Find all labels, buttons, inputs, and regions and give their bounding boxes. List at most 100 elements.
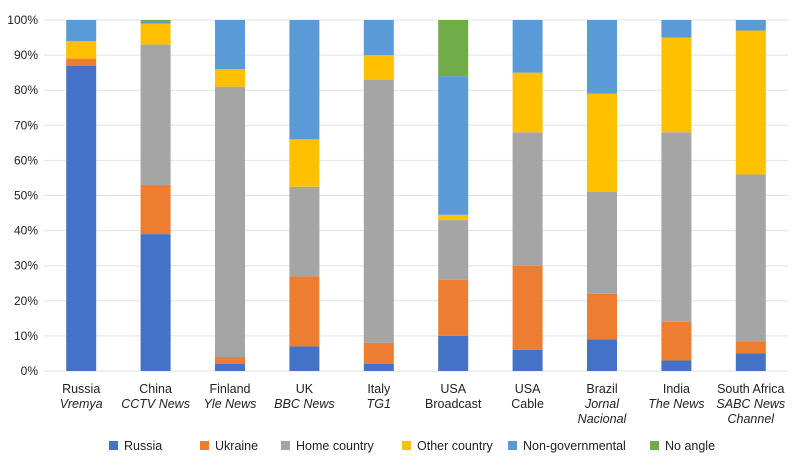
x-category-label: China — [139, 382, 172, 396]
bar-segment-home-country — [215, 86, 245, 357]
bar-segment-other-country — [512, 72, 543, 133]
bar-segment-ukraine — [66, 58, 97, 66]
bar-segment-russia — [363, 363, 394, 371]
x-category-label: UK — [296, 382, 314, 396]
legend-label: Non-governmental — [523, 439, 626, 453]
bar-segment-non-governmental — [140, 21, 171, 24]
bar-segment-other-country — [438, 214, 469, 221]
y-tick-label: 70% — [14, 118, 38, 132]
bar-segment-non-governmental — [587, 20, 617, 94]
bar-segment-ukraine — [587, 293, 617, 340]
x-category-label: Vremya — [60, 397, 103, 411]
bar-segment-home-country — [140, 44, 171, 185]
bar-segment-other-country — [66, 41, 97, 59]
y-axis-ticks: 0% 10% 20% 30% 40% 50% 60% 70% 80% 90% 100% — [7, 13, 38, 378]
y-tick-label: 20% — [14, 294, 38, 308]
legend-label: Russia — [124, 439, 162, 453]
legend-label: No angle — [665, 439, 715, 453]
x-category-label: Channel — [728, 412, 776, 426]
bar-segment-home-country — [587, 191, 617, 294]
bar-segment-other-country — [587, 93, 617, 192]
bar-segment-russia — [512, 349, 543, 371]
x-category-label: Brazil — [586, 382, 617, 396]
legend-swatch-non-governmental — [508, 441, 517, 450]
bar-segment-ukraine — [735, 341, 766, 354]
bar-segment-ukraine — [140, 184, 171, 235]
bar-segment-non-governmental — [363, 20, 394, 56]
legend: Russia Ukraine Home country Other country No… — [109, 439, 715, 453]
x-category-label: Russia — [62, 382, 100, 396]
legend-label: Other country — [417, 439, 493, 453]
bar-segment-russia — [289, 346, 320, 371]
bar-segment-ukraine — [512, 265, 543, 350]
x-category-label: Yle News — [204, 397, 257, 411]
bar-segment-other-country — [215, 69, 245, 87]
y-tick-label: 100% — [7, 13, 38, 27]
bar-segment-russia — [438, 335, 469, 371]
x-category-label: BBC News — [274, 397, 334, 411]
bar-segment-ukraine — [661, 321, 692, 361]
bar-segment-russia — [66, 65, 97, 371]
legend-swatch-no-angle — [650, 441, 659, 450]
bar-segment-home-country — [289, 186, 320, 277]
bar-segment-home-country — [363, 79, 394, 343]
bar-segment-home-country — [438, 220, 469, 280]
bar-segment-home-country — [735, 174, 766, 342]
x-category-label: Cable — [511, 397, 544, 411]
bar-segment-other-country — [661, 37, 692, 133]
y-tick-label: 60% — [14, 153, 38, 167]
x-category-label: CCTV News — [121, 397, 190, 411]
bar-segment-other-country — [140, 23, 171, 45]
x-category-label: Italy — [367, 382, 391, 396]
bar-segment-russia — [661, 360, 692, 371]
y-tick-label: 10% — [14, 329, 38, 343]
legend-swatch-other-country — [402, 441, 411, 450]
x-category-label: South Africa — [717, 382, 784, 396]
legend-label: Ukraine — [215, 439, 258, 453]
bar-segment-non-governmental — [66, 20, 97, 42]
legend-swatch-russia — [109, 441, 118, 450]
legend-label: Home country — [296, 439, 375, 453]
bar-segment-non-governmental — [735, 20, 766, 31]
x-category-label: India — [663, 382, 690, 396]
bar-segment-ukraine — [289, 276, 320, 347]
x-category-label: SABC News — [716, 397, 785, 411]
bar-segment-ukraine — [438, 279, 469, 336]
x-category-label: Nacional — [578, 412, 628, 426]
bar-segment-home-country — [661, 132, 692, 322]
bars — [66, 20, 766, 371]
bar-segment-non-governmental — [438, 76, 469, 215]
bar-segment-russia — [140, 234, 171, 371]
bar-segment-non-governmental — [289, 20, 320, 140]
bar-segment-non-governmental — [512, 20, 543, 73]
y-tick-label: 90% — [14, 48, 38, 62]
x-category-label: Finland — [210, 382, 251, 396]
y-tick-label: 50% — [14, 189, 38, 203]
x-category-label: USA — [440, 382, 466, 396]
y-tick-label: 0% — [21, 364, 39, 378]
bar-segment-non-governmental — [215, 20, 245, 70]
bar-segment-other-country — [363, 55, 394, 80]
x-category-label: TG1 — [367, 397, 391, 411]
bar-segment-no-angle — [438, 20, 469, 77]
bar-segment-no-angle — [140, 20, 171, 22]
bar-segment-russia — [215, 363, 245, 371]
bar-segment-ukraine — [363, 342, 394, 364]
x-category-label: Broadcast — [425, 397, 482, 411]
bar-segment-other-country — [289, 139, 320, 187]
bar-segment-ukraine — [215, 356, 245, 364]
bar-segment-russia — [735, 353, 766, 371]
y-tick-label: 40% — [14, 224, 38, 238]
legend-swatch-ukraine — [200, 441, 209, 450]
bar-segment-russia — [587, 339, 617, 371]
y-tick-label: 30% — [14, 259, 38, 273]
y-tick-label: 80% — [14, 83, 38, 97]
x-category-label: Jornal — [584, 397, 620, 411]
x-category-label: The News — [648, 397, 704, 411]
x-category-label: USA — [515, 382, 541, 396]
legend-swatch-home-country — [281, 441, 290, 450]
bar-segment-other-country — [735, 30, 766, 175]
bar-segment-home-country — [512, 132, 543, 266]
